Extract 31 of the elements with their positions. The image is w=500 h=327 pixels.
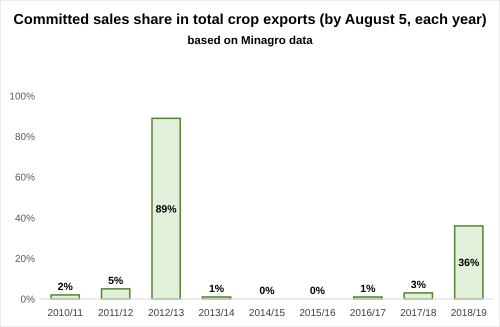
y-tick-label: 80% [14,132,36,144]
x-tick-label: 2017/18 [400,308,437,319]
bar [50,294,80,300]
bar [100,288,131,300]
data-label: 0% [259,285,276,297]
data-label: 2% [58,280,74,293]
x-tick-label: 2013/14 [198,308,236,319]
x-tick-label: 2012/13 [148,308,185,319]
x-tick-label: 2010/11 [48,308,84,319]
y-tick-label: 40% [14,213,36,224]
y-tick-label: 60% [14,172,36,184]
y-tick-label: 100% [9,92,36,102]
y-tick-label: 0% [20,294,36,306]
data-label: 0% [310,285,326,297]
x-tick-label: 2015/16 [299,308,336,319]
x-tick-label: 2018/19 [450,308,488,319]
data-label: 36% [458,257,480,270]
chart-title: Committed sales share in total crop exports (by August 5, each year) [13,12,487,28]
bar [454,225,484,300]
data-label: 89% [156,203,178,216]
bar [151,118,181,300]
bar [403,292,434,300]
x-tick-label: 2014/15 [248,308,286,319]
data-label: 5% [108,274,124,287]
data-label: 1% [360,282,376,295]
x-tick-label: 2011/12 [98,308,134,319]
y-tick-label: 20% [14,254,36,265]
x-tick-label: 2016/17 [350,308,386,319]
data-label: 1% [208,282,225,295]
data-label: 3% [410,278,427,291]
chart-subtitle: based on Minagro data [187,35,314,47]
